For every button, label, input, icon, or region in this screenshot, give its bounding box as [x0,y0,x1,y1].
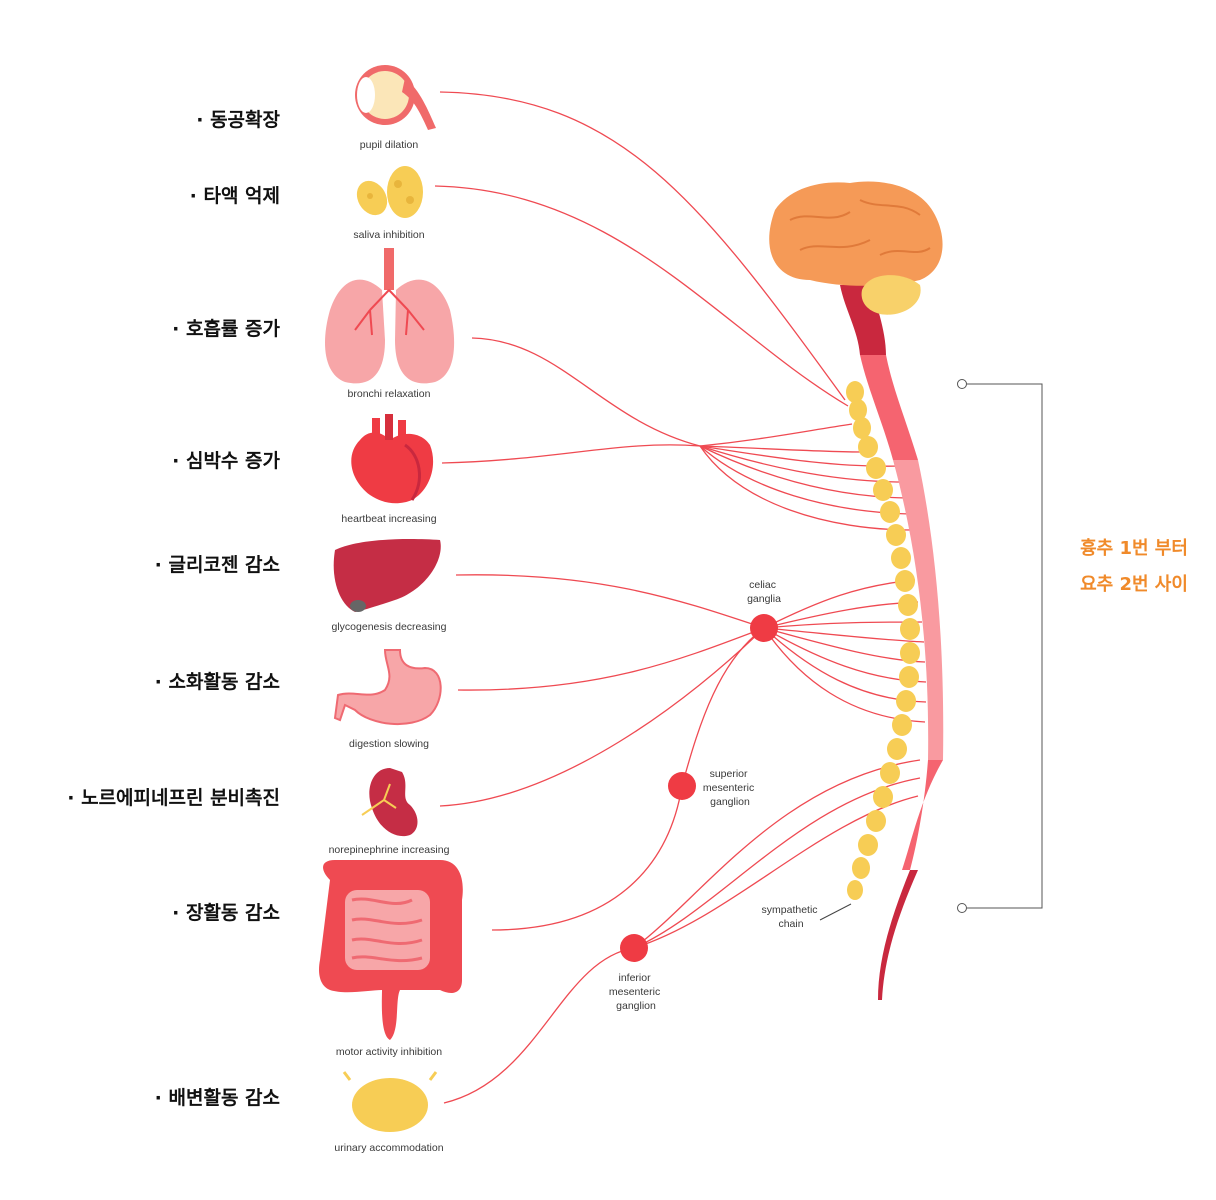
celiac-label-line: ganglia [747,593,781,605]
nerve-lines [434,91,927,1104]
nerve-celiac-7 [763,627,927,703]
nerve-bladder [443,947,635,1104]
label-salivary: · 타액 억제 [190,185,280,207]
nerve-hub-2 [699,445,865,453]
inferior-label: inferior mesenteric ganglion [609,972,663,1012]
label-lungs: · 호흡률 증가 [172,317,280,340]
kidney-icon [361,768,418,837]
nerve-celiac-4 [763,627,925,643]
celiac-label-line: celiac [749,579,776,591]
superior-mesenteric-ganglion [668,772,696,800]
caption-salivary: saliva inhibition [353,229,424,241]
chain-label-line: sympathetic [762,904,818,916]
label-liver: · 글리코젠 감소 [155,554,280,576]
superior-label-line: superior [710,768,748,780]
sympathetic-chain [846,381,920,900]
label-intestine: · 장활동 감소 [172,902,280,924]
inferior-label-line: ganglion [616,1000,656,1012]
nerve-heart [441,444,701,464]
nerve-inferior-3 [633,795,919,949]
caption-kidney: norepinephrine increasing [329,844,450,856]
caption-eye: pupil dilation [360,139,419,151]
celiac-ganglion [750,614,778,642]
intestine-icon [319,860,463,1040]
nerve-celiac-2 [763,601,919,629]
caption-liver: glycogenesis decreasing [332,621,447,633]
chain-label-line: chain [778,918,803,930]
inferior-mesenteric-ganglion [620,934,648,962]
lungs-icon [325,248,455,384]
label-bladder: · 배변활동 감소 [155,1087,280,1109]
nerve-hub-6 [699,445,911,515]
range-label-line1: 흉추 1번 부터 [1080,537,1188,559]
caption-intestine: motor activity inhibition [336,1046,442,1058]
caption-lungs: bronchi relaxation [348,388,431,400]
label-stomach: · 소화활동 감소 [155,671,280,693]
inferior-label-line: inferior [618,972,651,984]
caption-stomach: digestion slowing [349,738,429,750]
nerve-superior-celiac [681,627,765,787]
range-bracket [957,379,1043,913]
superior-label: superior mesenteric ganglion [703,768,757,808]
nerve-lungs [471,337,701,447]
heart-icon [351,414,434,504]
superior-label-line: mesenteric [703,782,754,794]
caption-bladder: urinary accommodation [334,1142,443,1154]
chain-leader-line [819,903,852,921]
label-heart: · 심박수 증가 [172,450,280,472]
nerve-stomach [457,627,765,691]
nerve-kidney [439,627,765,807]
nerve-inferior-1 [633,759,921,949]
salivary-gland-icon [356,166,423,218]
nerve-liver [455,574,765,629]
celiac-label: celiac ganglia [747,579,781,605]
nerve-eye [439,91,846,401]
liver-icon [333,539,441,612]
range-label-line2: 요추 2번 사이 [1080,574,1188,595]
bladder-icon [342,1071,438,1132]
caption-heart: heartbeat increasing [341,513,436,525]
eye-icon [355,65,436,130]
nerve-intestine [491,785,683,931]
stomach-icon [333,649,442,726]
chain-label: sympathetic chain [762,904,821,930]
nerve-hub-1 [699,423,853,447]
nerve-salivary [434,185,849,407]
nerve-hub-7 [699,445,913,531]
inferior-label-line: mesenteric [609,986,660,998]
label-eye: · 동공확장 [196,108,280,131]
label-kidney: · 노르에피네프린 분비촉진 [67,787,280,809]
superior-label-line: ganglion [710,796,750,808]
brain-icon [769,181,943,315]
